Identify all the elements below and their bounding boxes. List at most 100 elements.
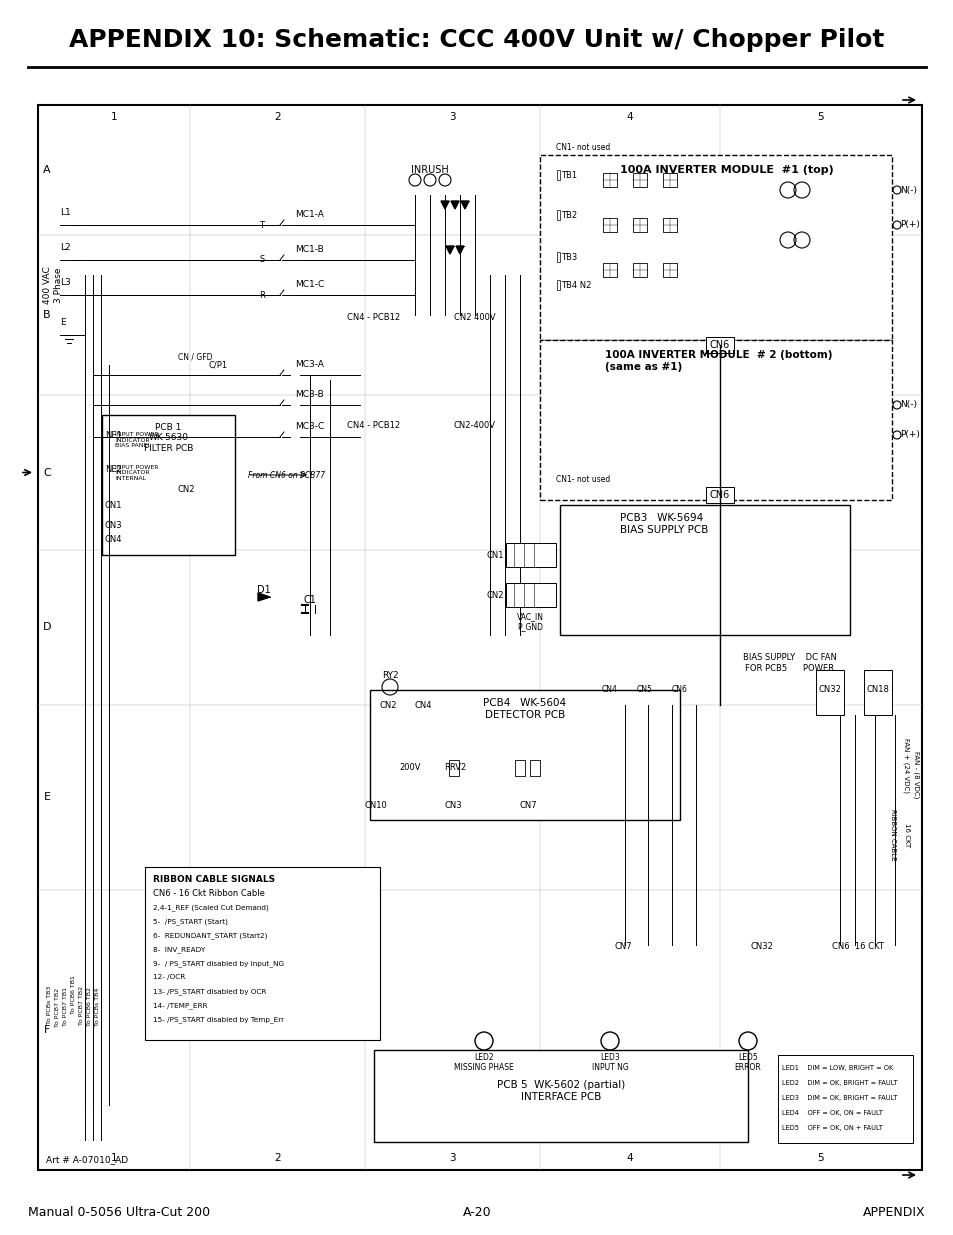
Bar bbox=[633, 219, 646, 232]
Text: BIAS SUPPLY    DC FAN
FOR PCB5      POWER: BIAS SUPPLY DC FAN FOR PCB5 POWER bbox=[742, 653, 836, 673]
Text: CN4: CN4 bbox=[105, 536, 122, 545]
Text: CN2 400V: CN2 400V bbox=[454, 312, 496, 321]
Text: C: C bbox=[43, 468, 51, 478]
Polygon shape bbox=[446, 246, 454, 254]
Text: 16 CKT: 16 CKT bbox=[903, 823, 909, 847]
Bar bbox=[705, 337, 733, 353]
Text: R: R bbox=[259, 290, 265, 300]
Text: CN6: CN6 bbox=[671, 685, 687, 694]
Text: CN6  16 CKT: CN6 16 CKT bbox=[831, 942, 883, 951]
Text: N(-): N(-) bbox=[899, 400, 916, 410]
Text: INPUT POWER
INDICATOR
INTERNAL: INPUT POWER INDICATOR INTERNAL bbox=[115, 464, 158, 482]
Text: D: D bbox=[43, 622, 51, 632]
Text: E: E bbox=[44, 793, 51, 803]
Text: 15- /PS_START disabled by Temp_Err: 15- /PS_START disabled by Temp_Err bbox=[152, 1016, 284, 1023]
Text: Manual 0-5056 Ultra-Cut 200: Manual 0-5056 Ultra-Cut 200 bbox=[28, 1207, 210, 1219]
Text: T: T bbox=[259, 221, 264, 230]
Text: CN2: CN2 bbox=[486, 590, 503, 599]
Text: PCB3   WK-5694
BIAS SUPPLY PCB: PCB3 WK-5694 BIAS SUPPLY PCB bbox=[619, 513, 708, 535]
Text: C1: C1 bbox=[303, 595, 316, 605]
Text: FAN - (8 VDC): FAN - (8 VDC) bbox=[912, 751, 919, 799]
Text: CN32: CN32 bbox=[818, 685, 841, 694]
Text: To PCBs TB4: To PCBs TB4 bbox=[95, 988, 100, 1026]
Text: CN1: CN1 bbox=[486, 551, 503, 559]
Text: 3: 3 bbox=[449, 1153, 456, 1163]
Text: TB3: TB3 bbox=[560, 252, 577, 262]
Text: 3: 3 bbox=[449, 112, 456, 122]
Bar bbox=[815, 671, 843, 715]
Bar bbox=[530, 760, 539, 776]
Bar bbox=[602, 173, 617, 186]
Text: To PCB6 TB2: To PCB6 TB2 bbox=[88, 988, 92, 1026]
Bar bbox=[38, 105, 921, 1170]
Text: CN4 - PCB12: CN4 - PCB12 bbox=[347, 420, 400, 430]
Text: P(+): P(+) bbox=[899, 431, 919, 440]
Bar bbox=[557, 210, 559, 220]
Text: CN6 - 16 Ckt Ribbon Cable: CN6 - 16 Ckt Ribbon Cable bbox=[152, 889, 265, 898]
Text: APPENDIX: APPENDIX bbox=[862, 1207, 925, 1219]
Text: 4: 4 bbox=[626, 112, 633, 122]
Text: LED5    OFF = OK, ON + FAULT: LED5 OFF = OK, ON + FAULT bbox=[781, 1125, 882, 1131]
Text: 200V: 200V bbox=[399, 762, 420, 772]
Text: LED2
MISSING PHASE: LED2 MISSING PHASE bbox=[454, 1053, 514, 1072]
Text: MC1-B: MC1-B bbox=[294, 245, 323, 254]
Bar bbox=[778, 1055, 912, 1144]
Text: 14- /TEMP_ERR: 14- /TEMP_ERR bbox=[152, 1002, 208, 1009]
Text: 2: 2 bbox=[274, 112, 280, 122]
Text: 1: 1 bbox=[111, 1153, 117, 1163]
Bar bbox=[370, 690, 679, 820]
Text: CN4: CN4 bbox=[415, 700, 432, 709]
Text: CN4: CN4 bbox=[601, 685, 618, 694]
Text: LED4    OFF = OK, ON = FAULT: LED4 OFF = OK, ON = FAULT bbox=[781, 1110, 882, 1116]
Bar bbox=[557, 280, 559, 290]
Bar bbox=[539, 340, 891, 500]
Text: CN1: CN1 bbox=[105, 500, 122, 510]
Text: L3: L3 bbox=[60, 278, 71, 287]
Text: MC1-A: MC1-A bbox=[294, 210, 323, 219]
Text: RRV2: RRV2 bbox=[443, 762, 466, 772]
Bar bbox=[602, 219, 617, 232]
Text: 100A INVERTER MODULE  #1 (top): 100A INVERTER MODULE #1 (top) bbox=[619, 165, 833, 175]
Text: VAC_IN: VAC_IN bbox=[516, 613, 543, 621]
Text: C/P1: C/P1 bbox=[208, 361, 228, 369]
Text: PCB4   WK-5604
DETECTOR PCB: PCB4 WK-5604 DETECTOR PCB bbox=[483, 698, 566, 720]
Text: L1: L1 bbox=[60, 207, 71, 217]
Polygon shape bbox=[451, 201, 458, 209]
Text: FAN + (24 VDC): FAN + (24 VDC) bbox=[902, 737, 908, 793]
Text: CN3: CN3 bbox=[105, 520, 123, 530]
Text: 1: 1 bbox=[111, 112, 117, 122]
Text: E: E bbox=[60, 317, 66, 327]
Text: To PCB7 TB2: To PCB7 TB2 bbox=[55, 988, 60, 1026]
Text: INRUSH: INRUSH bbox=[411, 165, 449, 175]
Polygon shape bbox=[257, 593, 270, 601]
Text: CN10: CN10 bbox=[365, 800, 387, 809]
Text: APPENDIX 10: Schematic: CCC 400V Unit w/ Chopper Pilot: APPENDIX 10: Schematic: CCC 400V Unit w/… bbox=[70, 28, 883, 52]
Text: 5-  /PS_START (Start): 5- /PS_START (Start) bbox=[152, 918, 228, 925]
Text: RY2: RY2 bbox=[381, 671, 398, 679]
Bar bbox=[662, 263, 677, 277]
Text: B: B bbox=[43, 310, 51, 320]
Text: L2: L2 bbox=[60, 243, 71, 252]
Text: MC3-A: MC3-A bbox=[294, 359, 323, 369]
Bar bbox=[505, 543, 556, 567]
Polygon shape bbox=[440, 201, 449, 209]
Text: LED3    DIM = OK, BRIGHT = FAULT: LED3 DIM = OK, BRIGHT = FAULT bbox=[781, 1095, 897, 1100]
Text: P(+): P(+) bbox=[899, 221, 919, 230]
Polygon shape bbox=[456, 246, 463, 254]
Bar bbox=[539, 156, 891, 340]
Text: CN1- not used: CN1- not used bbox=[556, 475, 610, 484]
Text: D1: D1 bbox=[257, 585, 271, 595]
Text: 100A INVERTER MODULE  # 2 (bottom)
(same as #1): 100A INVERTER MODULE # 2 (bottom) (same … bbox=[604, 350, 832, 372]
Text: CN2: CN2 bbox=[379, 700, 397, 709]
Text: P_GND: P_GND bbox=[517, 622, 542, 631]
Text: CN / GFD: CN / GFD bbox=[177, 352, 212, 362]
Text: A: A bbox=[43, 165, 51, 175]
Text: To PCB6 TB1: To PCB6 TB1 bbox=[71, 976, 76, 1014]
Bar bbox=[863, 671, 891, 715]
Text: MC3-C: MC3-C bbox=[294, 422, 324, 431]
Text: PCB 1
WK-5630
FILTER PCB: PCB 1 WK-5630 FILTER PCB bbox=[144, 424, 193, 453]
Text: LED3
INPUT NG: LED3 INPUT NG bbox=[591, 1053, 628, 1072]
Text: 9-  / PS_START disabled by Input_NG: 9- / PS_START disabled by Input_NG bbox=[152, 960, 284, 967]
Text: 400 VAC
3 Phase: 400 VAC 3 Phase bbox=[43, 266, 63, 304]
Text: CN5: CN5 bbox=[637, 685, 652, 694]
